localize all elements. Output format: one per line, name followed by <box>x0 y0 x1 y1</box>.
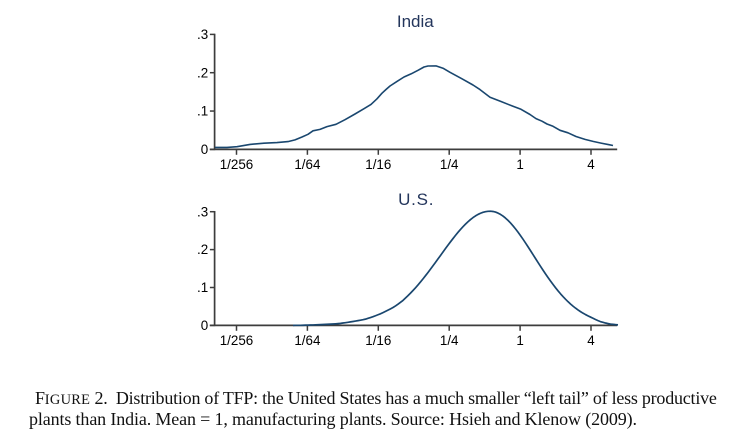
svg-text:1/64: 1/64 <box>294 157 321 172</box>
svg-text:.1: .1 <box>197 104 208 119</box>
svg-text:1: 1 <box>516 157 523 172</box>
svg-text:1/16: 1/16 <box>365 333 391 348</box>
svg-text:1/4: 1/4 <box>440 157 459 172</box>
svg-text:1/256: 1/256 <box>220 333 254 348</box>
svg-text:.2: .2 <box>197 242 208 257</box>
svg-text:1: 1 <box>516 333 523 348</box>
svg-text:U.S.: U.S. <box>398 190 434 209</box>
svg-text:4: 4 <box>587 333 595 348</box>
svg-text:1/16: 1/16 <box>365 157 391 172</box>
svg-text:0: 0 <box>201 142 208 157</box>
svg-text:4: 4 <box>587 157 595 172</box>
svg-text:1/4: 1/4 <box>440 333 459 348</box>
svg-text:1/64: 1/64 <box>294 333 321 348</box>
svg-text:1/256: 1/256 <box>220 157 254 172</box>
svg-text:.2: .2 <box>197 65 208 80</box>
svg-text:.1: .1 <box>197 280 208 295</box>
svg-text:India: India <box>397 12 434 31</box>
svg-text:.3: .3 <box>197 27 208 42</box>
svg-text:.3: .3 <box>197 204 208 219</box>
svg-text:0: 0 <box>201 318 208 333</box>
